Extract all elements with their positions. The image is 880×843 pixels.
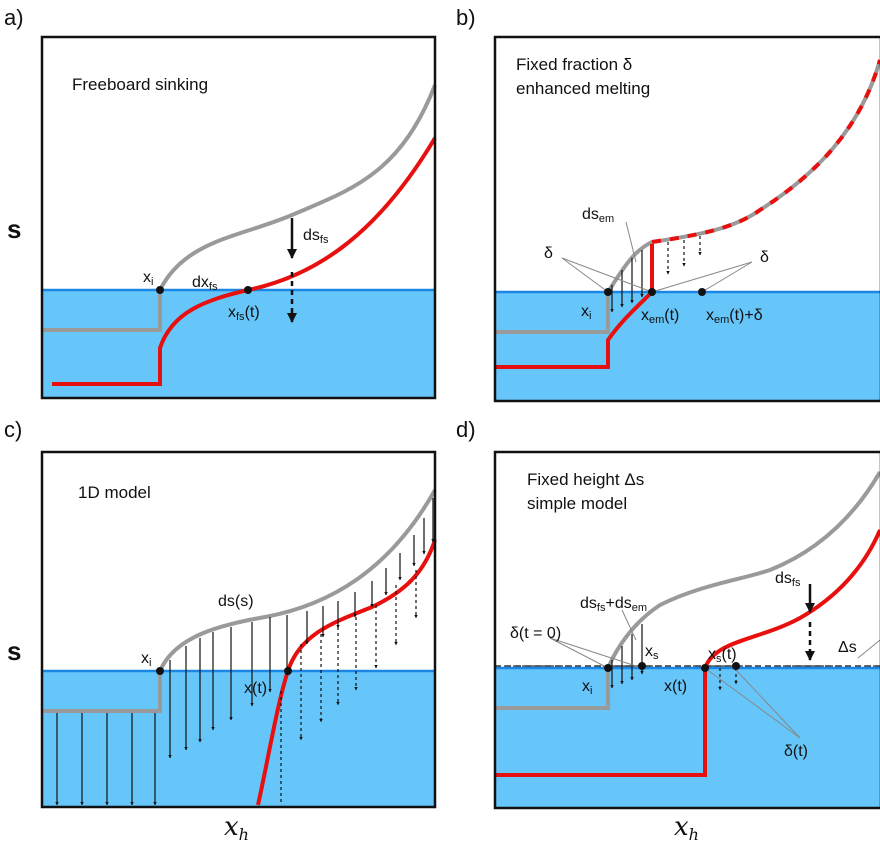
panel-a: a) Freeboard sinking xi dxfs dsfs xfs(t) (4, 5, 437, 400)
panel-b-dsem-label: dsem (582, 206, 614, 225)
panel-c-initial-profile (42, 489, 437, 713)
panel-d-initial-profile (495, 470, 880, 710)
panel-b-xem-label: xem(t) (641, 307, 679, 326)
panel-d-xi-label: xi (582, 678, 592, 697)
panel-d-label: d) (456, 417, 476, 442)
panel-c-xi-point (156, 667, 164, 675)
panel-b-initial-profile (495, 59, 880, 334)
panel-a-dx-label: dxfs (192, 274, 218, 293)
panel-d-title-line2: simple model (527, 494, 627, 513)
panel-d-title-line1: Fixed height Δs (527, 470, 644, 489)
panel-b-xem-delta-label: xem(t)+δ (706, 307, 763, 326)
panel-b-current-dashed (651, 59, 880, 244)
panel-b-xem-delta-point (698, 288, 706, 296)
panel-b-title-line1: Fixed fraction δ (516, 55, 632, 74)
panel-c: c) (4, 417, 437, 809)
panel-a-title: Freeboard sinking (72, 75, 208, 94)
panel-d-xs-point (638, 662, 646, 670)
panel-a-current-profile (52, 136, 437, 386)
panel-b-xi-label: xi (581, 303, 591, 322)
panel-d-xs-label: xs (645, 643, 659, 662)
panel-d-Deltas-label: Δs (838, 639, 857, 656)
panel-d-dsfs-label: dsfs (775, 570, 801, 589)
panel-c-submerged-arrows (55, 711, 157, 806)
panel-b-title-line2: enhanced melting (516, 79, 650, 98)
panel-a-ds-label: dsfs (303, 227, 329, 246)
panel-d-xst-point (732, 662, 740, 670)
panel-b-frame (493, 35, 880, 403)
panel-d-xst-label: xs(t) (708, 646, 737, 665)
panel-a-xi-point (156, 286, 164, 294)
panel-d: d) (456, 417, 880, 810)
panel-d-xt-label: x(t) (664, 678, 687, 695)
panel-b-delta-left-leaders (561, 257, 653, 293)
panel-a-initial-profile (42, 84, 437, 332)
panel-b-melt-arrows (610, 236, 702, 313)
panel-c-xt-point (284, 667, 292, 675)
panel-a-water (42, 290, 435, 398)
panel-c-xt-label: x(t) (244, 680, 267, 697)
panel-d-delta0-leaders (549, 637, 643, 669)
panel-d-Deltas-leader (857, 639, 880, 659)
panel-d-frame (493, 450, 880, 810)
panel-a-label: a) (4, 5, 24, 30)
panel-b-delta-right-leaders (651, 261, 753, 293)
panel-c-current-profile (256, 539, 437, 806)
panel-c-label: c) (4, 417, 22, 442)
panel-a-frame (40, 35, 437, 400)
x-axis-label-left: xh (224, 812, 249, 843)
panel-c-water (42, 671, 435, 807)
panel-d-deltat-leaders (704, 667, 801, 739)
panel-d-dsfsem-label: dsfs+dsem (580, 595, 647, 614)
y-axis-label-bottom: s (7, 636, 21, 666)
x-axis-label-right: xh (674, 812, 699, 843)
panel-c-dashed-arrows (280, 570, 418, 805)
panel-d-dsfsem-leader (621, 609, 637, 641)
panel-c-dss-label: ds(s) (218, 593, 254, 610)
panel-d-xt-point (701, 664, 709, 672)
panel-b-xem-point (648, 288, 656, 296)
panel-b-delta-right-label: δ (760, 249, 769, 266)
y-axis-label-top: s (7, 214, 21, 244)
panel-c-melt-arrows (168, 498, 435, 759)
panel-c-title: 1D model (78, 483, 151, 502)
panel-a-xfs-point (244, 286, 252, 294)
panel-a-xi-label: xi (143, 269, 153, 288)
panel-b-label: b) (456, 5, 476, 30)
panel-d-deltat-label: δ(t) (784, 743, 808, 760)
panel-b-xi-point (604, 288, 612, 296)
panel-b-water (495, 292, 880, 401)
panel-d-delta0-label: δ(t = 0) (510, 625, 561, 642)
panel-c-frame (40, 450, 437, 809)
panel-b-dsem-leader (625, 221, 637, 263)
panel-a-xfs-label: xfs(t) (228, 304, 260, 323)
panel-b-delta-left-label: δ (544, 245, 553, 262)
panel-b: b) Fixed fraction δ enhanced melti (456, 5, 880, 403)
panel-d-xi-point (604, 664, 612, 672)
panel-c-xi-label: xi (141, 650, 151, 669)
panel-d-current-profile (495, 529, 880, 777)
panel-d-water (495, 668, 880, 808)
